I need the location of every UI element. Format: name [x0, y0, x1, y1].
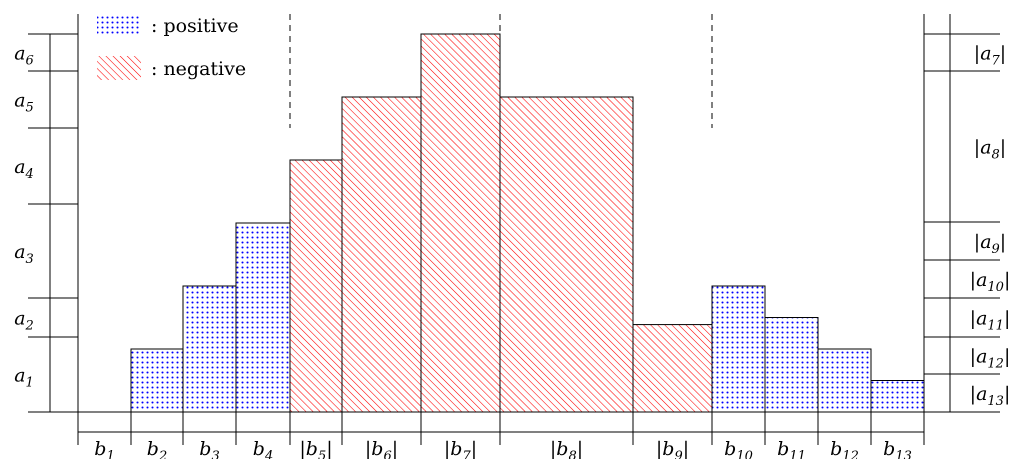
- legend-negative-label: : negative: [151, 58, 246, 80]
- legend: : positive : negative: [97, 14, 246, 80]
- bottom-interval-label-1: b1: [94, 438, 114, 459]
- bottom-interval-label-6: |b6|: [365, 438, 398, 459]
- bar-4: [235, 222, 291, 413]
- bar-11: [764, 317, 819, 413]
- left-interval-scale: a1 a2 a3 a4 a5 a6: [14, 33, 78, 413]
- bar-2: [130, 348, 184, 413]
- legend-positive-swatch: [97, 14, 141, 36]
- bottom-interval-label-10: b10: [724, 438, 753, 459]
- left-interval-label-5: a5: [14, 90, 34, 116]
- bar-5: [289, 159, 343, 413]
- right-interval-label-10: |a10|: [970, 269, 1011, 295]
- bar-13: [870, 380, 925, 413]
- frame-layer: [30, 14, 955, 413]
- right-interval-scale: |a13| |a12| |a11| |a10| |a9| |a8| |a7|: [924, 14, 1011, 413]
- left-interval-label-4: a4: [14, 156, 34, 182]
- bottom-interval-label-7: |b7|: [444, 438, 477, 459]
- right-interval-label-12: |a12|: [970, 346, 1011, 372]
- bottom-interval-label-3: b3: [199, 438, 219, 459]
- bottom-interval-label-4: b4: [253, 438, 273, 459]
- bar-12: [817, 348, 872, 413]
- bar-10: [711, 285, 766, 413]
- right-interval-label-13: |a13|: [970, 383, 1011, 409]
- bottom-interval-label-2: b2: [147, 438, 167, 459]
- left-interval-label-3: a3: [14, 241, 34, 267]
- right-interval-label-8: |a8|: [974, 137, 1006, 163]
- bar-3: [182, 285, 237, 413]
- bottom-interval-label-8: |b8|: [550, 438, 583, 459]
- legend-positive-label: : positive: [151, 15, 239, 37]
- bar-8: [499, 96, 634, 413]
- bottom-interval-scale: b1 b2 b3 b4 |b5| |b6| |b7| |b8| |b9| b10 b11 b12 b13: [77, 412, 925, 464]
- bar-6: [341, 96, 422, 413]
- left-interval-label-1: a1: [14, 365, 34, 391]
- legend-negative-swatch: [97, 56, 141, 80]
- bar-9: [632, 324, 713, 413]
- bar-7: [420, 33, 501, 413]
- left-interval-label-2: a2: [14, 308, 34, 334]
- bottom-interval-label-5: |b5|: [299, 438, 332, 459]
- bottom-interval-label-11: b11: [777, 438, 806, 459]
- left-interval-label-6: a6: [14, 43, 34, 69]
- bottom-interval-label-13: b13: [883, 438, 912, 459]
- bottom-interval-label-9: |b9|: [656, 438, 689, 459]
- right-interval-label-11: |a11|: [970, 308, 1011, 334]
- bottom-interval-label-12: b12: [830, 438, 859, 459]
- bars-layer: [130, 33, 925, 413]
- right-interval-label-9: |a9|: [974, 231, 1006, 257]
- right-interval-label-7: |a7|: [974, 43, 1006, 69]
